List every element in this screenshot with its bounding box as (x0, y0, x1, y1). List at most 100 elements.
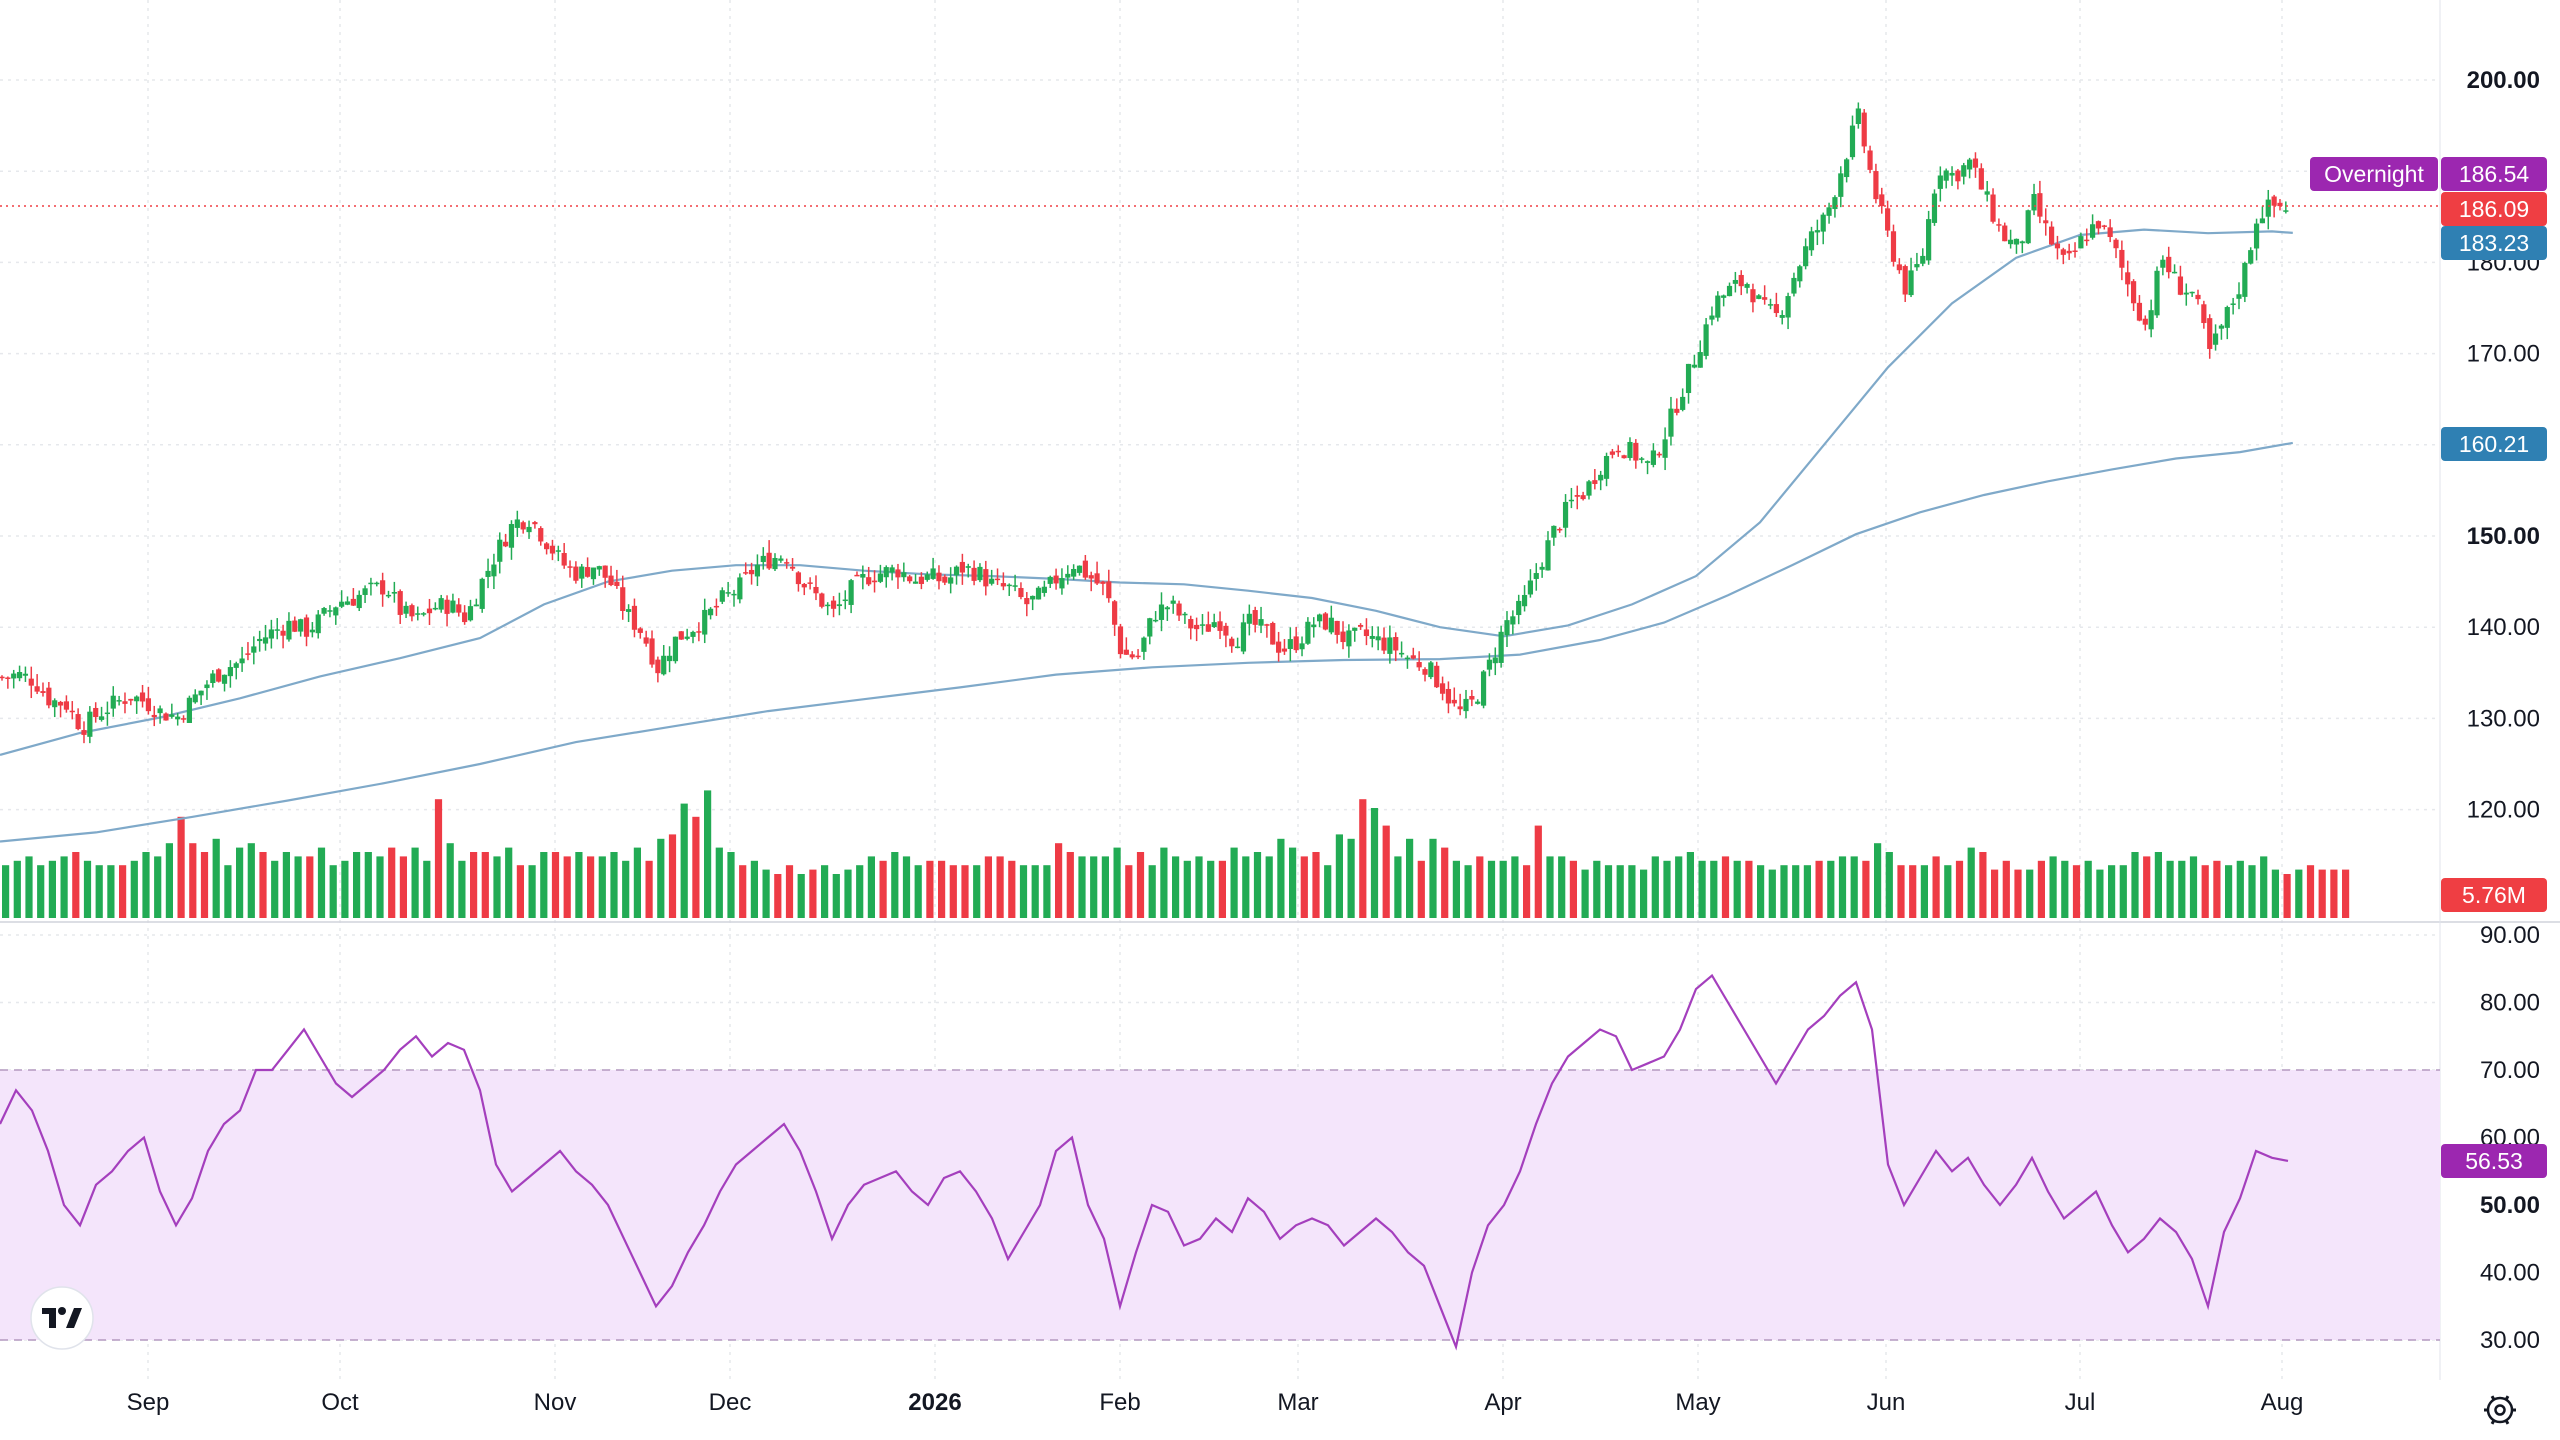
candle-body (1557, 528, 1563, 531)
candle-body (245, 653, 251, 655)
volume-bar (1043, 865, 1051, 918)
candle-body (46, 687, 52, 706)
candle-body (1223, 625, 1229, 636)
candle-body (1574, 495, 1580, 497)
candle-body (426, 608, 433, 614)
candle-body (948, 577, 954, 584)
candle-body (1697, 352, 1703, 368)
candle-body (649, 638, 655, 665)
candle-body (1662, 439, 1668, 458)
time-axis-tick: 2026 (908, 1389, 961, 1416)
candle-body (1346, 630, 1352, 647)
candle-body (795, 572, 802, 585)
brand-logo-part (58, 1307, 66, 1315)
candle-body (2253, 223, 2260, 249)
candle-body (2008, 239, 2014, 245)
volume-bar (785, 865, 794, 918)
candle-body (110, 695, 116, 709)
candle-body (1580, 495, 1586, 500)
candle-body (180, 718, 187, 720)
candle-body (707, 608, 714, 616)
candle-body (1861, 112, 1867, 147)
candle-body (1030, 595, 1036, 600)
volume-bar (973, 865, 981, 918)
time-axis-tick: Feb (1099, 1389, 1140, 1416)
volume-bar (1382, 825, 1390, 918)
moving-average-fast (0, 228, 2293, 756)
candle-body (63, 701, 70, 710)
candle-body (1680, 396, 1686, 410)
rsi-indicator (0, 973, 2289, 1351)
candle-body (145, 698, 151, 712)
candle-body (1961, 165, 1967, 177)
volume-bar (1312, 852, 1320, 918)
volume-bar (376, 856, 384, 918)
candle-body (731, 593, 737, 596)
candle-body (1639, 458, 1645, 460)
candle-body (1480, 671, 1487, 706)
volume-bar (2330, 869, 2338, 918)
candle-body (75, 714, 81, 730)
candle-body (1527, 580, 1534, 595)
volume-bar (1136, 852, 1145, 918)
candle-body (1065, 573, 1071, 578)
candle-body (1568, 499, 1575, 502)
rsi-axis-tick: 30.00 (2480, 1327, 2540, 1354)
candle-body (2171, 271, 2178, 274)
candle-body (1791, 277, 1797, 294)
volume-bar (1874, 843, 1882, 918)
volume-bar (727, 852, 735, 918)
candle-body (1931, 193, 1938, 223)
volume-bar (1289, 847, 1297, 918)
candle-body (1656, 453, 1662, 456)
volume-bar (1113, 847, 1121, 918)
volume-bar (1277, 838, 1285, 918)
candle-body (251, 646, 257, 653)
overnight-label-bg (2310, 157, 2438, 191)
volume-bar (2131, 852, 2139, 918)
candle-body (1035, 587, 1042, 600)
candle-body (315, 614, 321, 634)
volume-bar (692, 816, 700, 918)
volume-bar (364, 852, 372, 918)
volume-bar (282, 852, 290, 918)
volume-bar (411, 847, 419, 918)
volume-bar (528, 865, 536, 918)
candle-body (655, 659, 661, 674)
candle-body (2212, 333, 2219, 345)
candle-body (303, 617, 310, 637)
candle-body (1276, 641, 1282, 653)
candle-body (2025, 210, 2031, 244)
candle-body (959, 561, 965, 573)
candle-body (1422, 669, 1428, 675)
settings-gear-icon[interactable] (2484, 1395, 2516, 1425)
volume-bar (1815, 860, 1823, 918)
candle-body (134, 696, 140, 702)
volume-bar (2014, 869, 2022, 918)
volume-bar (1686, 852, 1694, 918)
candle-body (93, 707, 99, 718)
candle-body (1240, 622, 1247, 652)
chart-decorations (30, 1286, 2516, 1425)
volume-bar (926, 860, 934, 918)
candle-body (2113, 239, 2119, 249)
candle-body (1018, 587, 1024, 598)
candle-body (1750, 289, 1756, 303)
candle-body (2177, 276, 2184, 295)
candle-body (1492, 657, 1498, 664)
volume-bar (563, 856, 571, 918)
candle-body (1779, 314, 1785, 318)
volume-bar (2026, 869, 2034, 918)
candle-body (1340, 631, 1346, 643)
candle-body (1264, 624, 1270, 626)
candle-body (2271, 196, 2277, 206)
ma-slow-tag-bg (2441, 427, 2547, 461)
volume-bar (1429, 838, 1437, 918)
candle-body (1732, 279, 1738, 284)
candle-body (1053, 575, 1059, 584)
volume-bar (1101, 856, 1109, 918)
candle-body (901, 572, 907, 578)
brand-logo-icon[interactable] (30, 1286, 94, 1350)
